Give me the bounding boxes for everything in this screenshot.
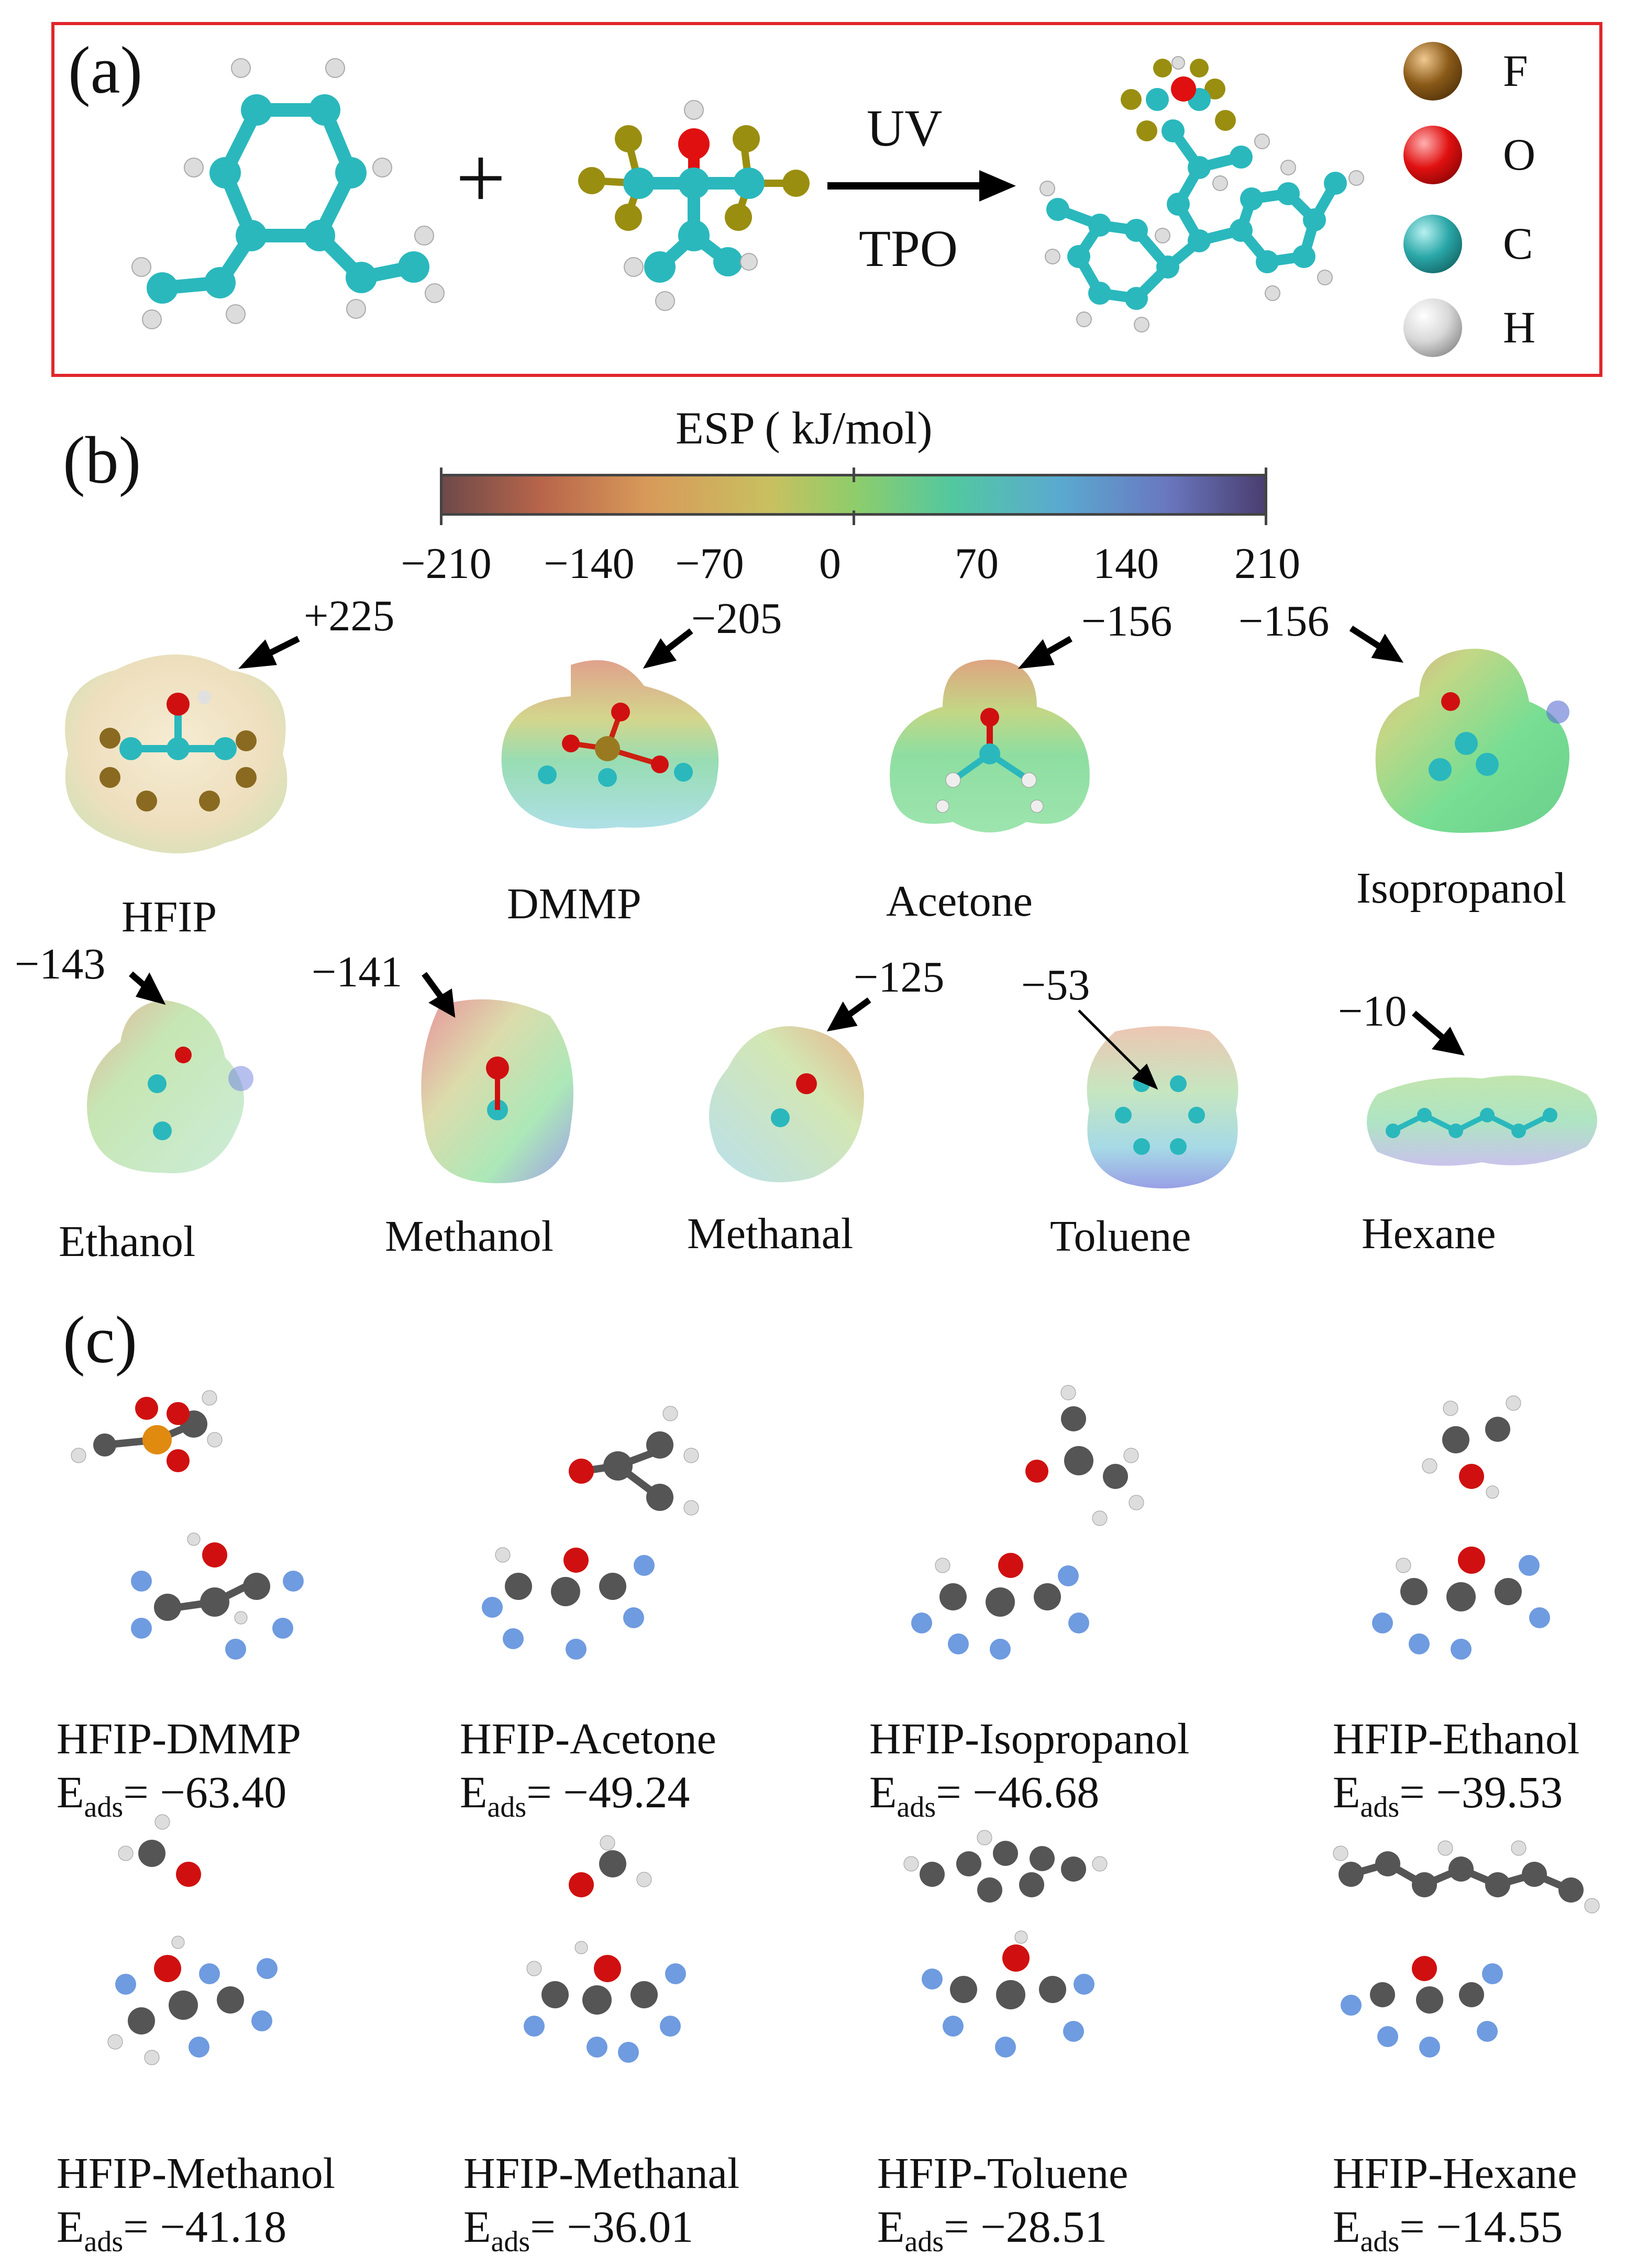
eads-hfip-methanal: Eads= −36.01 — [463, 2202, 694, 2259]
reaction-arrow — [827, 170, 1016, 202]
legend-label-c: C — [1503, 218, 1533, 269]
hydrogen-atom-icon — [1403, 298, 1462, 357]
hfip-acetone-complex — [482, 1406, 699, 1660]
eads-hfip-ethanol: Eads= −39.53 — [1333, 1767, 1563, 1824]
acetone-esp-surface — [890, 660, 1090, 832]
esp-value-dmmp: −205 — [691, 594, 782, 643]
arrow-label-uv: UV — [867, 99, 943, 157]
complex-name-hfip-hexane: HFIP-Hexane — [1333, 2149, 1577, 2198]
esp-value-acetone: −156 — [1081, 597, 1173, 646]
legend-label-o: O — [1503, 129, 1536, 180]
fluorinated-monomer-molecule — [578, 100, 810, 311]
polymer-product-molecule — [1039, 56, 1364, 332]
molecule-name-methanal: Methanal — [687, 1209, 854, 1258]
panel-c-label: (c) — [63, 1303, 138, 1377]
colorbar-tick-label: −140 — [544, 539, 635, 588]
complex-name-hfip-ethanol: HFIP-Ethanol — [1333, 1715, 1580, 1763]
colorbar-tick-marks — [440, 468, 1267, 526]
complex-name-hfip-dmmp: HFIP-DMMP — [57, 1715, 301, 1763]
hfip-ethanol-complex — [1372, 1395, 1550, 1660]
molecule-name-hexane: Hexane — [1362, 1209, 1496, 1258]
molecule-name-hfip: HFIP — [121, 893, 217, 941]
hexane-esp-surface — [1367, 1075, 1597, 1166]
hfip-dmmp-complex — [71, 1390, 304, 1660]
eads-hfip-hexane: Eads= −14.55 — [1333, 2202, 1563, 2259]
esp-arrows — [129, 625, 1465, 1090]
molecule-name-acetone: Acetone — [886, 877, 1033, 926]
hfip-esp-surface — [65, 654, 287, 853]
hfip-hexane-complex — [1333, 1840, 1600, 2058]
hfip-toluene-complex — [903, 1830, 1108, 2058]
molecule-name-isopropanol: Isopropanol — [1356, 864, 1567, 913]
colorbar-tick-label: 140 — [1093, 539, 1159, 588]
colorbar-tick-label: −210 — [401, 539, 492, 588]
colorbar-tick-label: −70 — [675, 539, 744, 588]
eads-hfip-toluene: Eads= −28.51 — [877, 2202, 1108, 2259]
complex-name-hfip-methanol: HFIP-Methanol — [57, 2149, 335, 2198]
esp-value-methanal: −125 — [854, 953, 945, 1002]
complex-name-hfip-methanal: HFIP-Methanal — [463, 2149, 740, 2198]
panel-a-label: (a) — [68, 33, 143, 107]
molecule-name-dmmp: DMMP — [507, 880, 641, 928]
complex-name-hfip-isopropanol: HFIP-Isopropanol — [869, 1715, 1190, 1763]
hfip-methanol-complex — [107, 1814, 278, 2065]
hfip-isopropanol-complex — [911, 1385, 1144, 1660]
divinylbenzene-molecule — [131, 58, 445, 329]
isopropanol-esp-surface — [1375, 649, 1569, 833]
reaction-panel-frame — [51, 22, 1602, 377]
oxygen-atom-icon — [1403, 126, 1462, 184]
carbon-atom-icon — [1403, 215, 1462, 273]
colorbar-title: ESP ( kJ/mol) — [676, 403, 933, 454]
molecule-name-methanol: Methanol — [385, 1212, 554, 1261]
fluorine-atom-icon — [1403, 42, 1462, 101]
colorbar-tick-label: 210 — [1234, 539, 1300, 588]
hfip-methanal-complex — [524, 1835, 686, 2063]
legend-label-h: H — [1503, 302, 1536, 352]
complex-name-hfip-acetone: HFIP-Acetone — [460, 1715, 716, 1763]
esp-value-methanol: −141 — [312, 948, 403, 996]
eads-hfip-isopropanol: Eads= −46.68 — [869, 1767, 1100, 1824]
esp-value-toluene: −53 — [1021, 961, 1090, 1009]
panel-b-label: (b) — [63, 423, 141, 497]
molecule-name-ethanol: Ethanol — [59, 1217, 196, 1266]
methanol-esp-surface — [421, 999, 573, 1183]
colorbar-tick-label: 0 — [819, 539, 841, 588]
plus-sign: + — [456, 129, 506, 227]
eads-hfip-methanol: Eads= −41.18 — [57, 2202, 287, 2259]
esp-value-hfip: +225 — [304, 592, 395, 640]
arrow-label-tpo: TPO — [859, 219, 958, 277]
methanal-esp-surface — [709, 1026, 864, 1183]
molecule-name-toluene: Toluene — [1050, 1212, 1191, 1261]
legend-label-f: F — [1503, 46, 1528, 96]
dmmp-esp-surface — [501, 660, 719, 829]
colorbar-tick-label: 70 — [955, 539, 999, 588]
esp-value-hexane: −10 — [1338, 987, 1407, 1036]
eads-hfip-dmmp: Eads= −63.40 — [57, 1767, 287, 1824]
eads-hfip-acetone: Eads= −49.24 — [460, 1767, 690, 1824]
ethanol-esp-surface — [87, 1000, 253, 1173]
atom-legend: F O C H — [1403, 42, 1581, 366]
esp-value-ethanol: −143 — [15, 940, 106, 988]
complex-name-hfip-toluene: HFIP-Toluene — [877, 2149, 1129, 2198]
esp-value-isopropanol: −156 — [1238, 597, 1330, 646]
